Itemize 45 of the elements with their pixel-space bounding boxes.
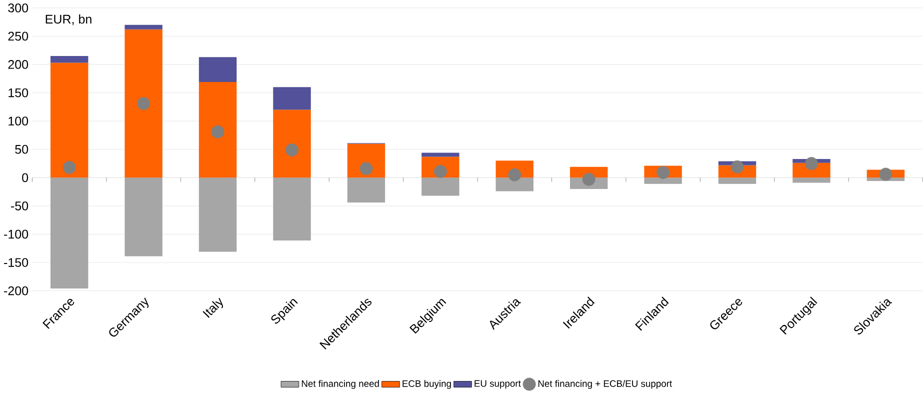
y-tick-label: 0 [22, 173, 28, 182]
y-tick-label: 200 [8, 60, 28, 70]
bar [273, 178, 311, 241]
bar [273, 110, 311, 178]
y-tick-label: -150 [4, 258, 28, 268]
point [62, 161, 76, 174]
y-tick-label: 250 [8, 32, 28, 41]
bar [644, 178, 682, 184]
y-tick-label: -50 [11, 202, 28, 211]
y-tick-label: 300 [8, 4, 28, 13]
legend-label: Net financing + ECB/EU support [538, 380, 672, 389]
bar [50, 56, 88, 63]
point [285, 144, 298, 157]
bar [198, 178, 237, 252]
y-tick-label: 100 [8, 116, 28, 126]
bar [422, 178, 460, 196]
bar [124, 178, 162, 256]
bar [198, 57, 237, 82]
bar [718, 178, 756, 184]
point [137, 97, 150, 110]
bar [273, 87, 311, 110]
bar [124, 30, 162, 178]
legend-label: EU support [474, 380, 521, 389]
bar [50, 178, 88, 289]
y-tick-label: 50 [15, 145, 28, 154]
legend-label: Net financing need [302, 380, 379, 389]
point [582, 173, 596, 186]
y-axis-title: EUR, bn [46, 14, 92, 26]
point [211, 126, 224, 138]
bar [124, 25, 162, 30]
bar [50, 62, 88, 178]
y-tick-label: -200 [4, 286, 28, 296]
x-tick-label: Italy [202, 298, 224, 318]
bar [422, 152, 460, 157]
point [730, 160, 744, 174]
bar [792, 178, 830, 183]
legend-label: ECB buying [402, 380, 451, 389]
bar [198, 82, 237, 178]
point [656, 166, 670, 180]
y-tick-label: 150 [8, 88, 28, 98]
point [360, 162, 373, 176]
bar [496, 178, 534, 192]
y-tick-label: -100 [4, 230, 28, 239]
point [879, 168, 892, 181]
bar [347, 178, 386, 203]
